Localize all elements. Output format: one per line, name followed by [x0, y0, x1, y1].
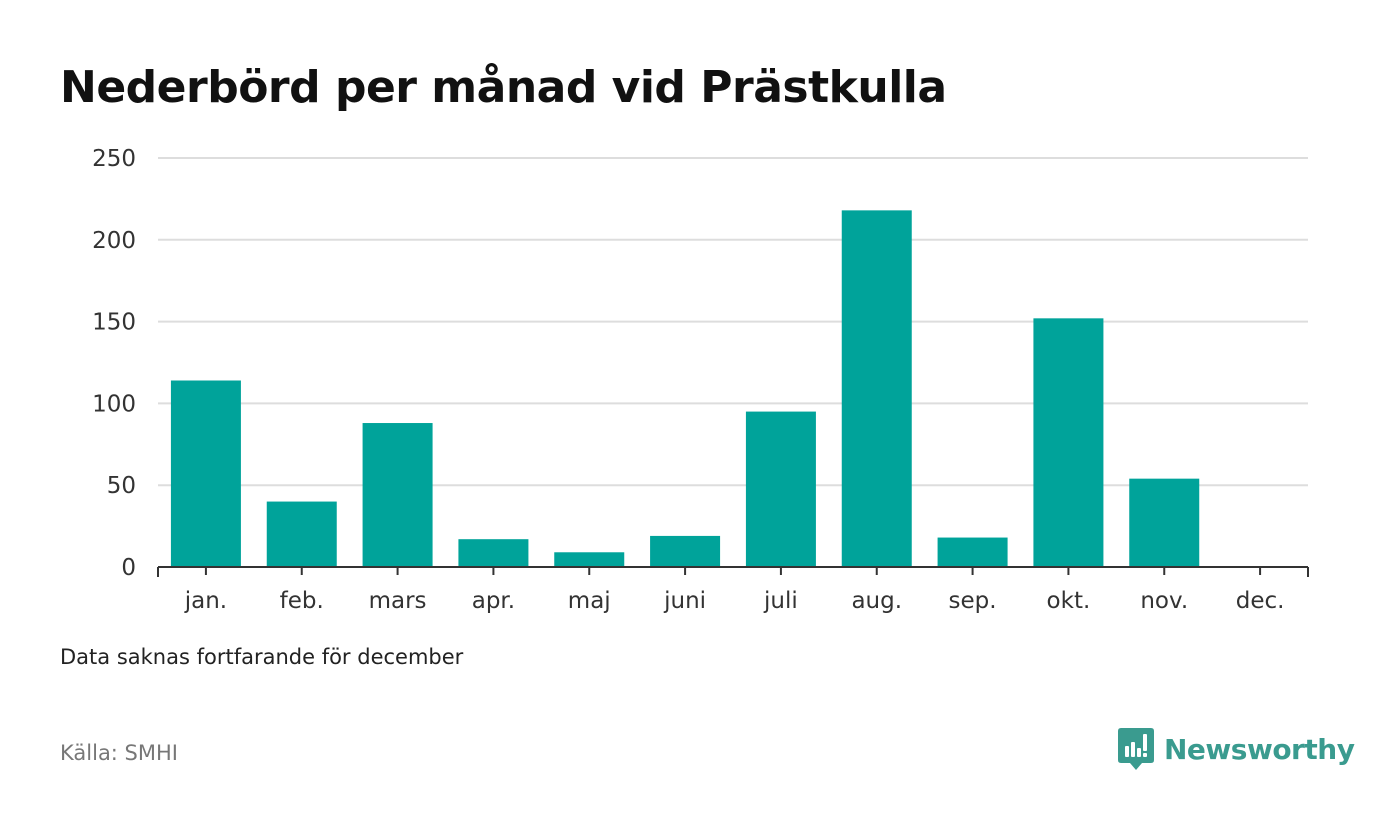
x-tick-label: juni [663, 588, 706, 614]
y-tick-label: 200 [92, 228, 136, 254]
source-label: Källa: SMHI [60, 741, 178, 765]
y-tick-label: 0 [121, 555, 136, 581]
bar[interactable] [554, 552, 625, 567]
x-tick-label: dec. [1236, 588, 1285, 614]
newsworthy-logo-icon [1118, 728, 1154, 770]
x-tick-label: aug. [851, 588, 902, 614]
bar[interactable] [266, 501, 337, 567]
bar[interactable] [841, 210, 912, 568]
bar[interactable] [937, 537, 1008, 567]
x-tick-label: maj [568, 588, 611, 614]
bars [170, 210, 1200, 568]
bar[interactable] [170, 380, 241, 567]
newsworthy-logo[interactable]: Newsworthy [1118, 728, 1355, 770]
x-tick-label: feb. [280, 588, 324, 614]
data-note: Data saknas fortfarande för december [60, 645, 464, 669]
x-tick-label: sep. [949, 588, 997, 614]
y-tick-label: 100 [92, 391, 136, 417]
x-tick-label: jan. [184, 588, 227, 614]
bar[interactable] [745, 411, 816, 567]
gridlines [158, 157, 1308, 487]
newsworthy-logo-text: Newsworthy [1164, 732, 1355, 766]
chart-title: Nederbörd per månad vid Prästkulla [60, 62, 947, 113]
x-tick-label: mars [369, 588, 427, 614]
bar[interactable] [362, 423, 433, 567]
x-tick-label: juli [763, 588, 798, 614]
x-tick-label: nov. [1140, 588, 1188, 614]
x-axis-tick-labels: jan. feb. mars apr. maj juni juli aug. sep. okt. n… [184, 588, 1285, 614]
bar[interactable] [458, 539, 529, 567]
x-tick-label: apr. [472, 588, 515, 614]
y-tick-label: 150 [92, 310, 136, 336]
bar[interactable] [650, 535, 721, 567]
x-axis [157, 566, 1309, 577]
x-tick-label: okt. [1047, 588, 1091, 614]
y-tick-label: 50 [107, 473, 136, 499]
y-axis-tick-labels: 0 50 100 150 200 250 [92, 146, 136, 581]
bar[interactable] [1033, 318, 1104, 567]
bar[interactable] [1129, 478, 1200, 567]
y-tick-label: 250 [92, 146, 136, 172]
